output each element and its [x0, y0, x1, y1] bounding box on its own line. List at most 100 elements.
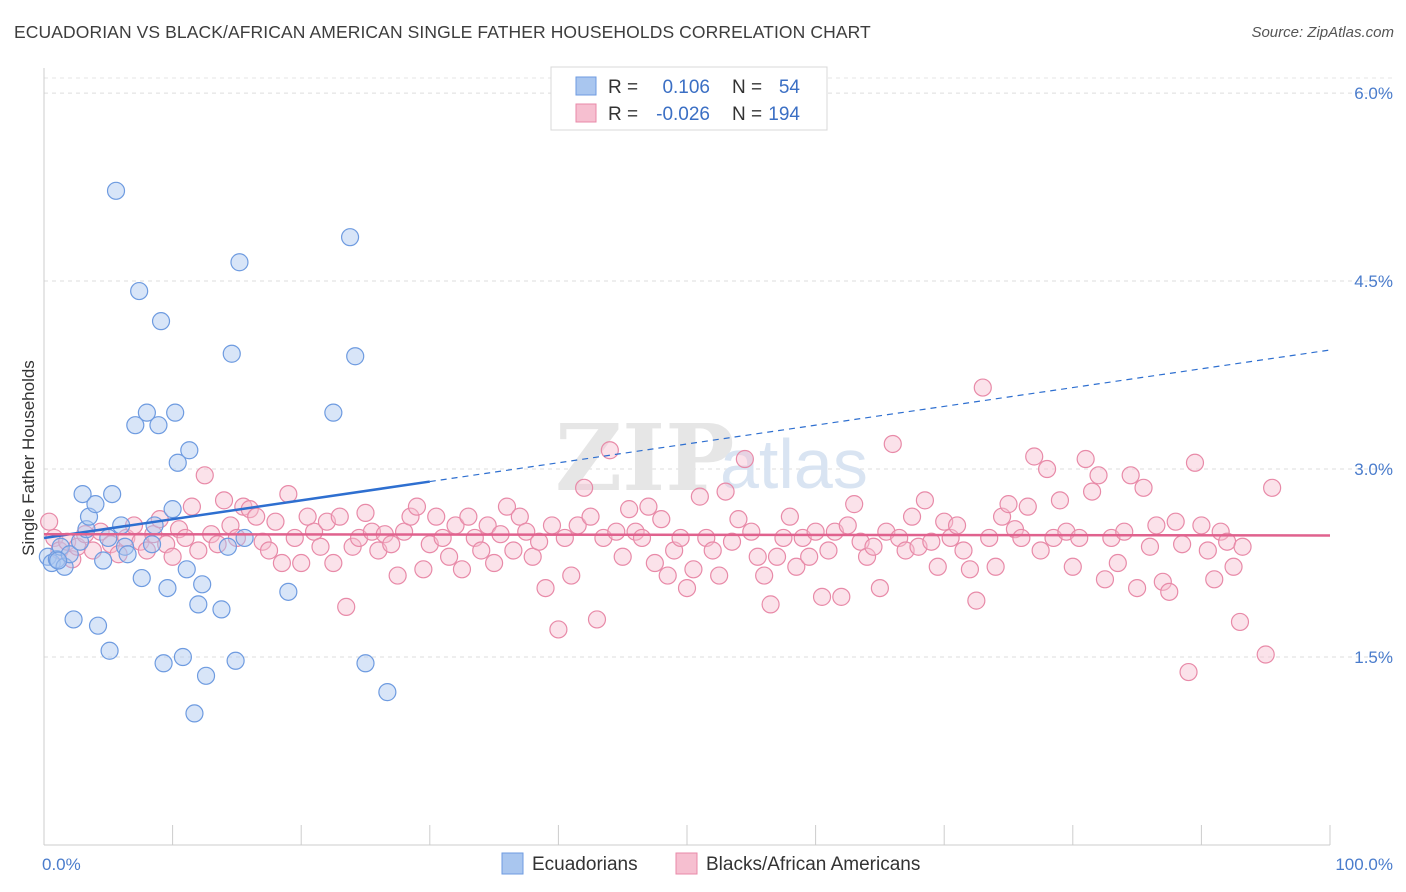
point-1-172 [1153, 572, 1172, 591]
point-1-150 [1012, 528, 1031, 548]
point-1-38 [292, 553, 311, 573]
point-1-141 [954, 541, 973, 560]
watermark-atlas: atlas [720, 425, 868, 503]
point-1-107 [735, 449, 754, 469]
point-1-176 [1179, 662, 1198, 682]
point-0-33 [168, 453, 187, 472]
point-1-0 [40, 512, 59, 531]
point-1-93 [645, 553, 664, 573]
point-1-95 [658, 566, 677, 585]
point-0-29 [154, 654, 173, 673]
point-0-30 [158, 578, 177, 598]
point-1-83 [581, 507, 600, 526]
point-1-170 [1140, 537, 1160, 556]
point-0-14 [99, 528, 118, 548]
point-1-104 [716, 482, 735, 501]
stats-legend-box: R = 0.106 N = 54 R = -0.026 N = 194 [550, 66, 828, 131]
point-1-122 [832, 587, 851, 606]
point-0-36 [180, 441, 199, 460]
point-1-115 [787, 557, 806, 576]
point-1-34 [266, 512, 285, 531]
point-0-48 [324, 403, 343, 422]
point-0-20 [118, 545, 137, 564]
point-1-136 [922, 532, 941, 551]
point-1-84 [587, 610, 607, 629]
y-axis-label: Single Father Households [19, 360, 38, 556]
point-1-163 [1095, 570, 1115, 589]
point-1-153 [1031, 541, 1050, 560]
point-1-106 [729, 510, 748, 529]
point-0-16 [103, 484, 122, 504]
point-1-63 [452, 560, 472, 579]
point-1-154 [1037, 459, 1057, 479]
point-0-37 [185, 704, 204, 723]
point-1-144 [973, 378, 992, 397]
point-1-160 [1076, 449, 1095, 469]
point-1-22 [189, 541, 208, 560]
point-1-185 [1233, 537, 1252, 556]
point-1-173 [1160, 582, 1179, 601]
stats-r-value-1: 0.106 [662, 77, 710, 98]
point-1-145 [980, 528, 999, 548]
stats-n-label-2: N = [732, 104, 762, 125]
point-1-98 [677, 578, 697, 598]
point-1-74 [523, 547, 542, 566]
point-1-68 [485, 553, 504, 573]
point-0-25 [142, 535, 162, 554]
point-0-21 [126, 416, 145, 435]
trend-lines [43, 349, 1331, 540]
series-1 [40, 378, 1282, 682]
point-1-184 [1230, 612, 1250, 632]
point-1-31 [247, 507, 266, 526]
point-1-20 [176, 528, 195, 548]
point-1-186 [1256, 645, 1275, 664]
point-0-46 [235, 528, 254, 548]
data-points [38, 181, 1282, 723]
point-1-143 [967, 591, 986, 610]
legend-label-ecuadorians: Ecuadorians [532, 854, 638, 875]
point-1-114 [780, 507, 799, 526]
point-1-177 [1185, 453, 1205, 472]
point-1-103 [710, 566, 729, 585]
point-1-166 [1115, 522, 1134, 541]
point-1-174 [1166, 512, 1185, 531]
point-1-80 [562, 566, 581, 585]
point-0-42 [218, 537, 237, 556]
stats-r-label-2: R = [608, 104, 638, 125]
point-1-59 [427, 507, 446, 526]
point-1-168 [1127, 578, 1147, 598]
bottom-legend: Ecuadorians Blacks/African Americans [501, 852, 920, 875]
point-1-72 [510, 507, 529, 526]
point-1-126 [857, 547, 877, 566]
y-tick-label-1: 3.0% [1354, 460, 1393, 479]
point-1-48 [356, 503, 375, 522]
point-1-178 [1192, 516, 1211, 535]
point-1-161 [1082, 482, 1102, 501]
point-1-169 [1134, 478, 1153, 497]
point-1-179 [1198, 541, 1217, 560]
point-0-6 [64, 610, 83, 629]
point-1-111 [761, 595, 780, 614]
point-1-45 [337, 597, 356, 616]
point-1-61 [439, 547, 459, 566]
stats-r-value-2: -0.026 [656, 104, 710, 125]
point-1-112 [767, 547, 787, 566]
point-0-43 [222, 344, 241, 363]
point-0-23 [132, 568, 151, 588]
point-1-110 [755, 566, 774, 585]
point-1-91 [632, 528, 652, 548]
point-1-100 [690, 487, 709, 506]
y-tick-label-3: 6.0% [1354, 84, 1393, 103]
point-1-127 [864, 537, 883, 556]
point-1-152 [1025, 447, 1044, 466]
stats-swatch-ecuadorians [575, 76, 597, 96]
point-0-38 [189, 595, 208, 614]
watermark-zip: ZIP [555, 404, 734, 512]
source-credit: Source: ZipAtlas.com [1251, 24, 1394, 41]
point-1-140 [947, 516, 967, 535]
point-1-97 [671, 528, 690, 548]
legend-swatch-black [675, 852, 698, 875]
point-0-5 [60, 545, 79, 564]
point-1-156 [1050, 491, 1070, 510]
chart-title: ECUADORIAN VS BLACK/AFRICAN AMERICAN SIN… [14, 22, 871, 42]
